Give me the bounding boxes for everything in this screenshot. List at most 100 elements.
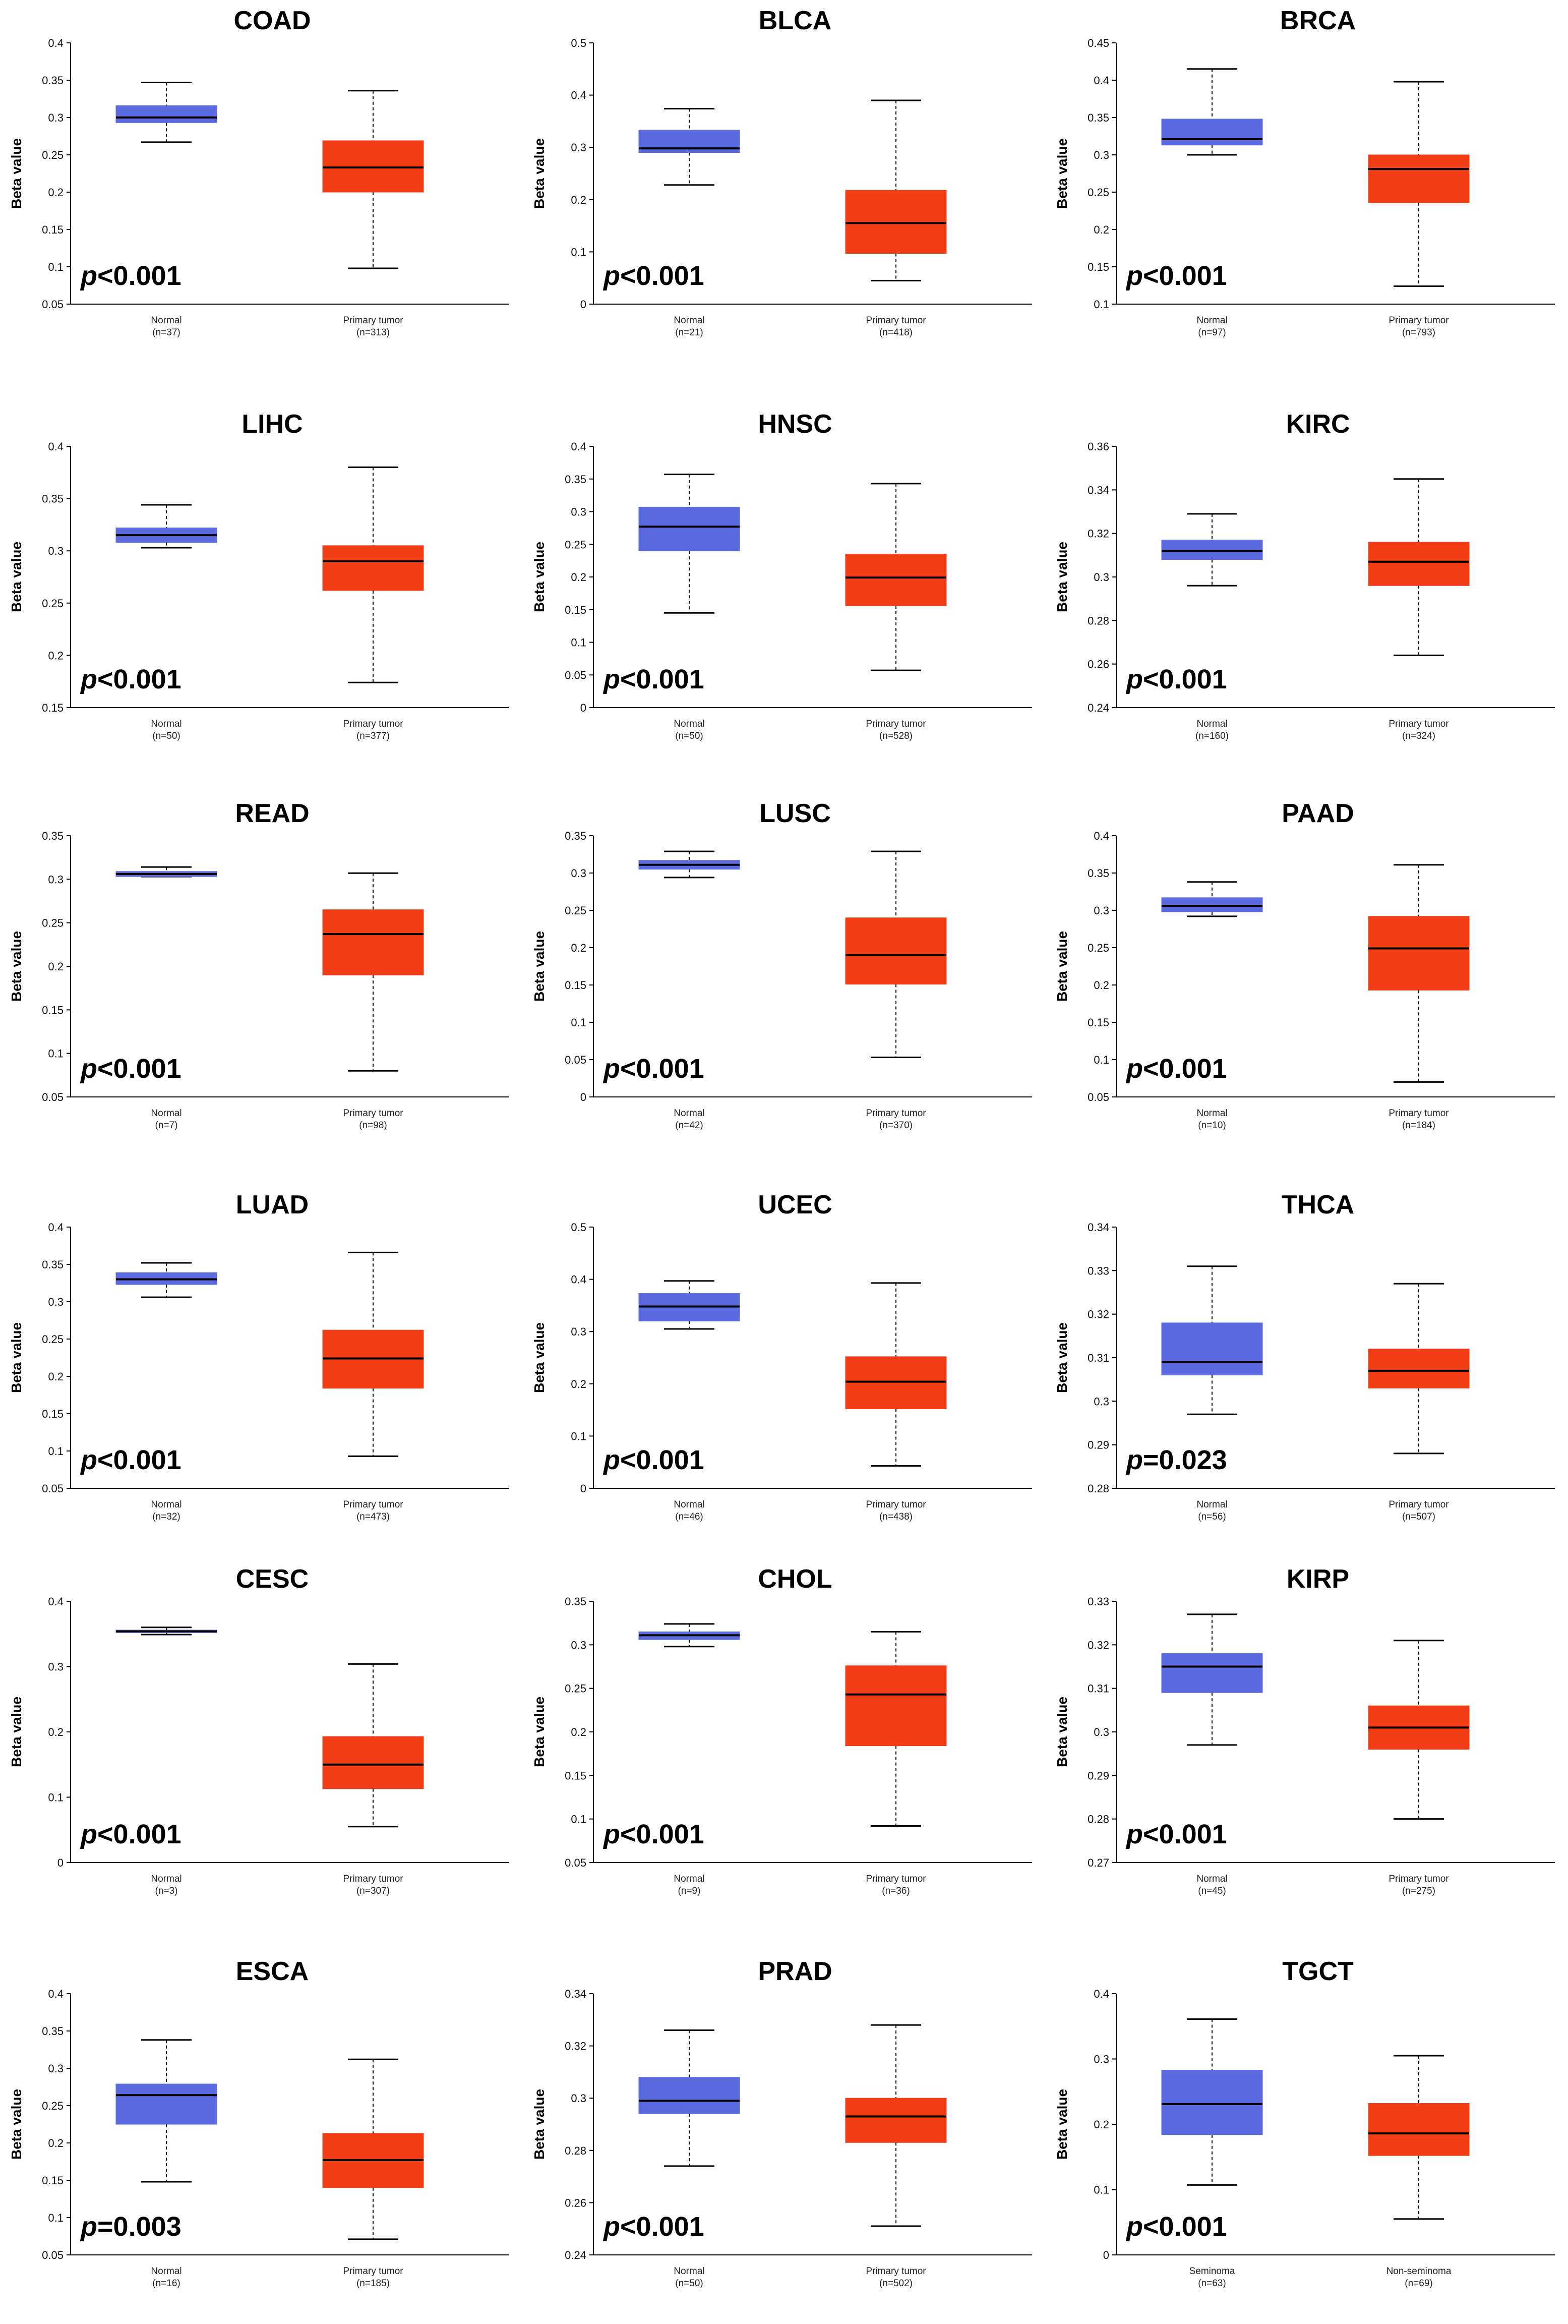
category-label: Normal <box>674 315 704 326</box>
p-symbol: p <box>602 261 620 291</box>
p-value-label: p<0.001 <box>602 1445 704 1475</box>
iqr-box <box>322 1736 424 1789</box>
box-primary-tumor <box>322 1251 424 1457</box>
chart-title: BLCA <box>759 6 831 35</box>
iqr-box <box>1161 540 1263 560</box>
p-value-text: <0.001 <box>620 1054 704 1084</box>
y-tick-label: 0 <box>580 298 586 311</box>
y-tick-label: 0.15 <box>42 1408 64 1420</box>
y-tick-label: 0.32 <box>1088 528 1109 540</box>
boxplot-svg: KIRC 0.24 0.26 0.28 0.3 0.32 0.34 0.36 Beta valu… <box>1054 410 1555 741</box>
category-label: Normal <box>151 1108 182 1119</box>
box-normal <box>638 108 740 186</box>
chart-title: LUAD <box>236 1190 309 1219</box>
p-value-text: <0.001 <box>620 1445 704 1475</box>
y-tick-label: 0.4 <box>571 89 586 102</box>
y-tick-label: 0.05 <box>42 2249 64 2261</box>
y-tick-label: 0.25 <box>42 2100 64 2112</box>
box-normal <box>1161 1613 1263 1746</box>
y-axis-label: Beta value <box>9 931 24 1002</box>
y-axis-label: Beta value <box>1054 931 1070 1002</box>
category-count: (n=97) <box>1198 327 1226 338</box>
y-tick-label: 0.28 <box>1088 1482 1109 1495</box>
p-value-label: p<0.001 <box>1125 1054 1227 1084</box>
y-tick-label: 0.4 <box>1094 1988 1109 2000</box>
p-symbol: p <box>602 1054 620 1084</box>
category-count: (n=313) <box>356 327 390 338</box>
p-symbol: p <box>80 664 97 694</box>
y-tick-label: 0.28 <box>565 2144 586 2157</box>
y-tick-label: 0.34 <box>565 1988 586 2000</box>
boxplot-svg: CESC 0 0.1 0.2 0.3 0.4 Beta value Normal (n=3) Pr… <box>9 1564 509 1896</box>
chart-title: CESC <box>236 1564 309 1594</box>
category-count: (n=307) <box>356 1886 390 1896</box>
p-symbol: p <box>602 1819 620 1849</box>
category-label: Primary tumor <box>343 1874 403 1884</box>
category-label: Primary tumor <box>866 1499 926 1510</box>
y-tick-label: 0.1 <box>48 1791 64 1804</box>
category-label: Normal <box>674 1499 704 1510</box>
y-tick-label: 0.34 <box>1088 1221 1109 1234</box>
category-count: (n=3) <box>155 1886 178 1896</box>
category-label: Normal <box>674 719 704 729</box>
boxplot-panel-read: READ 0.05 0.1 0.15 0.2 0.25 0.3 0.35 Beta value N… <box>0 793 522 1166</box>
y-axis-label: Beta value <box>9 2089 24 2160</box>
y-tick-label: 0.2 <box>48 960 64 973</box>
y-tick-label: 0.3 <box>1094 149 1109 161</box>
y-tick-label: 0.05 <box>565 1054 586 1066</box>
box-normal <box>638 1280 740 1330</box>
boxplot-svg: UCEC 0 0.1 0.2 0.3 0.4 0.5 Beta value Normal (n=4… <box>531 1190 1032 1522</box>
y-axis-label: Beta value <box>531 1322 547 1393</box>
category-label: Seminoma <box>1189 2266 1235 2277</box>
iqr-box <box>115 105 217 123</box>
boxplot-panel-lusc: LUSC 0 0.05 0.1 0.15 0.2 0.25 0.3 0.35 Beta value… <box>523 793 1045 1166</box>
p-symbol: p <box>80 261 97 291</box>
y-tick-label: 0.28 <box>1088 614 1109 627</box>
y-axis-label: Beta value <box>1054 1322 1070 1393</box>
category-count: (n=7) <box>155 1120 178 1131</box>
boxplot-panel-hnsc: HNSC 0 0.05 0.1 0.15 0.2 0.25 0.3 0.35 0.4 Beta va… <box>523 403 1045 777</box>
p-symbol: p <box>80 2212 97 2242</box>
category-count: (n=50) <box>675 2278 703 2289</box>
boxplot-svg: HNSC 0 0.05 0.1 0.15 0.2 0.25 0.3 0.35 0.4 Beta va… <box>531 410 1032 741</box>
box-primary-tumor <box>322 2058 424 2240</box>
category-count: (n=98) <box>359 1120 387 1131</box>
y-tick-label: 0.15 <box>565 1769 586 1782</box>
boxplot-panel-esca: ESCA 0.05 0.1 0.15 0.2 0.25 0.3 0.35 0.4 Beta val… <box>0 1951 522 2324</box>
p-value-label: p<0.001 <box>80 664 182 694</box>
category-label: Primary tumor <box>1389 315 1449 326</box>
box-primary-tumor <box>1368 1640 1470 1820</box>
p-value-text: <0.001 <box>620 1819 704 1849</box>
iqr-box <box>322 545 424 591</box>
y-tick-label: 0.35 <box>42 1258 64 1271</box>
iqr-box <box>1161 1322 1263 1376</box>
y-tick-label: 0.2 <box>48 2137 64 2149</box>
iqr-box <box>845 2098 947 2143</box>
iqr-box <box>1161 119 1263 146</box>
y-tick-label: 0.3 <box>48 545 64 557</box>
category-count: (n=438) <box>879 1512 913 1522</box>
iqr-box <box>638 506 740 551</box>
p-value-text: <0.001 <box>97 1819 182 1849</box>
category-label: Primary tumor <box>343 315 403 326</box>
y-tick-label: 0.45 <box>1088 37 1109 49</box>
y-tick-label: 0.3 <box>48 873 64 886</box>
y-axis-label: Beta value <box>9 1697 24 1767</box>
category-label: Primary tumor <box>1389 1499 1449 1510</box>
boxplot-svg: THCA 0.28 0.29 0.3 0.31 0.32 0.33 0.34 Beta valu… <box>1054 1190 1555 1522</box>
box-primary-tumor <box>322 872 424 1072</box>
category-label: Normal <box>674 1108 704 1119</box>
y-tick-label: 0.15 <box>1088 261 1109 273</box>
boxplot-svg: LUAD 0.05 0.1 0.15 0.2 0.25 0.3 0.35 0.4 Beta val… <box>9 1190 509 1522</box>
y-tick-label: 0.2 <box>1094 223 1109 236</box>
y-tick-label: 0.35 <box>565 1595 586 1608</box>
y-tick-label: 0.4 <box>48 1988 64 2000</box>
y-tick-label: 0.3 <box>48 1296 64 1308</box>
boxplot-svg: ESCA 0.05 0.1 0.15 0.2 0.25 0.3 0.35 0.4 Beta val… <box>9 1957 509 2289</box>
category-label: Normal <box>151 2266 182 2277</box>
iqr-box <box>322 909 424 975</box>
category-count: (n=63) <box>1198 2278 1226 2289</box>
y-tick-label: 0.33 <box>1088 1264 1109 1277</box>
boxplot-svg: LIHC 0.15 0.2 0.25 0.3 0.35 0.4 Beta value Norma… <box>9 410 509 741</box>
p-symbol: p <box>1125 2212 1143 2242</box>
